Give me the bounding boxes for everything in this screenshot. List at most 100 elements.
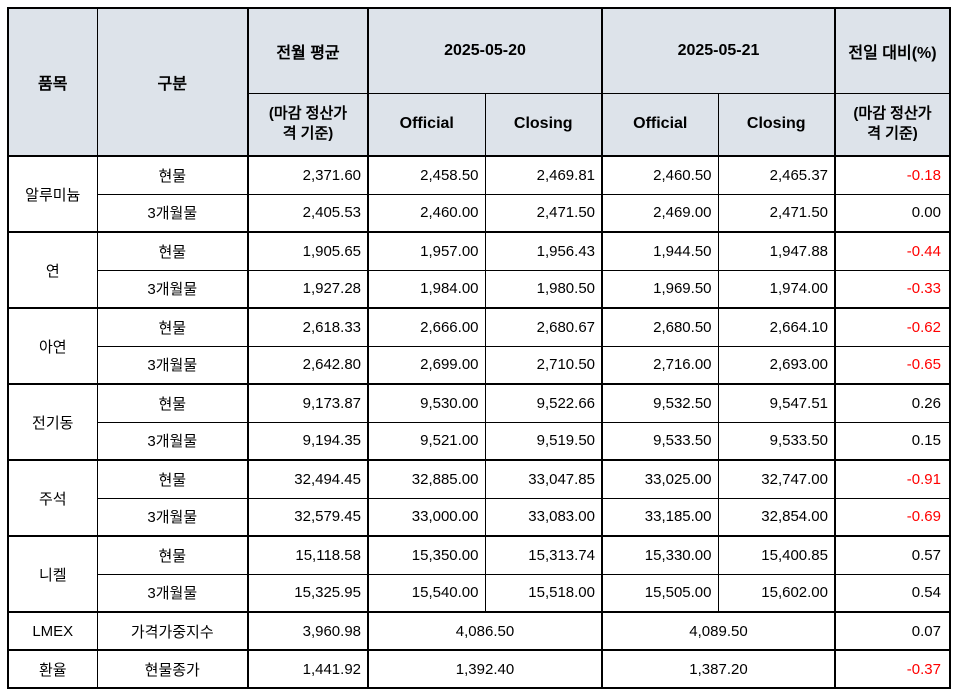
change-cell: -0.69: [834, 497, 951, 537]
change-cell: -0.33: [834, 269, 951, 309]
d2-official-cell: 2,469.00: [601, 193, 719, 233]
col-header-date1-closing: Closing: [484, 92, 603, 157]
d1-official-cell: 2,458.50: [367, 155, 486, 195]
d1-closing-cell: 9,522.66: [484, 383, 603, 423]
d2-official-cell: 9,532.50: [601, 383, 719, 423]
item-cell: 전기동: [7, 383, 98, 461]
d1-official-cell: 2,666.00: [367, 307, 486, 347]
change-cell: 0.54: [834, 573, 951, 613]
prev-avg-cell: 1,441.92: [247, 649, 369, 689]
change-cell: 0.15: [834, 421, 951, 461]
table-header: 품목 구분 전월 평균 2025-05-20 2025-05-21 전일 대비(…: [7, 7, 951, 157]
d2-merged-cell: 1,387.20: [601, 649, 836, 689]
d2-closing-cell: 1,947.88: [717, 231, 836, 271]
table-row: 주석 현물 32,494.45 32,885.00 33,047.85 33,0…: [7, 459, 951, 537]
category-cell: 현물: [96, 231, 249, 271]
d1-official-cell: 15,350.00: [367, 535, 486, 575]
prev-avg-cell: 1,905.65: [247, 231, 369, 271]
col-header-change-note: (마감 정산가 격 기준): [834, 92, 951, 157]
change-cell: 0.00: [834, 193, 951, 233]
table-row: 3개월물 2,405.53 2,460.00 2,471.50 2,469.00…: [8, 193, 951, 233]
d2-official-cell: 2,460.50: [601, 155, 719, 195]
d1-closing-cell: 33,047.85: [484, 459, 603, 499]
d2-closing-cell: 9,533.50: [717, 421, 836, 461]
prev-avg-cell: 2,371.60: [247, 155, 369, 195]
prev-avg-cell: 2,642.80: [247, 345, 369, 385]
d1-official-cell: 9,521.00: [367, 421, 486, 461]
d2-closing-cell: 32,854.00: [717, 497, 836, 537]
change-cell: -0.91: [834, 459, 951, 499]
lme-price-table: 품목 구분 전월 평균 2025-05-20 2025-05-21 전일 대비(…: [7, 7, 951, 689]
d1-official-cell: 9,530.00: [367, 383, 486, 423]
d1-closing-cell: 2,710.50: [484, 345, 603, 385]
prev-avg-cell: 32,494.45: [247, 459, 369, 499]
category-cell: 현물: [96, 307, 249, 347]
item-cell: LMEX: [7, 611, 98, 651]
category-cell: 3개월물: [96, 269, 249, 309]
category-cell: 3개월물: [96, 345, 249, 385]
d1-closing-cell: 2,469.81: [484, 155, 603, 195]
table-row: 니켈 현물 15,118.58 15,350.00 15,313.74 15,3…: [7, 535, 951, 613]
d1-official-cell: 15,540.00: [367, 573, 486, 613]
change-cell: 0.07: [834, 611, 951, 651]
category-cell: 현물: [96, 535, 249, 575]
d2-closing-cell: 2,471.50: [717, 193, 836, 233]
category-cell: 현물종가: [96, 649, 249, 689]
prev-avg-cell: 9,194.35: [247, 421, 369, 461]
d2-merged-cell: 4,089.50: [601, 611, 836, 651]
item-cell: 주석: [7, 459, 98, 537]
d1-closing-cell: 1,956.43: [484, 231, 603, 271]
change-cell: -0.65: [834, 345, 951, 385]
d2-official-cell: 15,330.00: [601, 535, 719, 575]
d1-closing-cell: 15,313.74: [484, 535, 603, 575]
d2-official-cell: 33,025.00: [601, 459, 719, 499]
item-cell: 아연: [7, 307, 98, 385]
table-row: 3개월물 1,927.28 1,984.00 1,980.50 1,969.50…: [8, 269, 951, 309]
d1-official-cell: 33,000.00: [367, 497, 486, 537]
table-row: 3개월물 2,642.80 2,699.00 2,710.50 2,716.00…: [8, 345, 951, 385]
d2-official-cell: 1,944.50: [601, 231, 719, 271]
col-header-date2-closing: Closing: [717, 92, 836, 157]
d1-closing-cell: 33,083.00: [484, 497, 603, 537]
d2-official-cell: 9,533.50: [601, 421, 719, 461]
prev-avg-cell: 2,405.53: [247, 193, 369, 233]
d1-merged-cell: 4,086.50: [367, 611, 603, 651]
prev-avg-cell: 15,118.58: [247, 535, 369, 575]
d2-official-cell: 2,680.50: [601, 307, 719, 347]
d1-official-cell: 32,885.00: [367, 459, 486, 499]
category-cell: 3개월물: [96, 497, 249, 537]
col-header-change: 전일 대비(%): [834, 7, 951, 94]
change-cell: -0.62: [834, 307, 951, 347]
d1-closing-cell: 2,680.67: [484, 307, 603, 347]
change-cell: -0.37: [834, 649, 951, 689]
item-cell: 연: [7, 231, 98, 309]
d2-closing-cell: 2,664.10: [717, 307, 836, 347]
category-cell: 3개월물: [96, 573, 249, 613]
prev-avg-cell: 15,325.95: [247, 573, 369, 613]
col-header-date1: 2025-05-20: [367, 7, 603, 94]
d2-closing-cell: 15,400.85: [717, 535, 836, 575]
prev-avg-cell: 9,173.87: [247, 383, 369, 423]
d2-closing-cell: 2,693.00: [717, 345, 836, 385]
d2-closing-cell: 1,974.00: [717, 269, 836, 309]
d1-closing-cell: 15,518.00: [484, 573, 603, 613]
change-cell: 0.57: [834, 535, 951, 575]
header-row-1: 품목 구분 전월 평균 2025-05-20 2025-05-21 전일 대비(…: [7, 7, 951, 157]
d2-official-cell: 15,505.00: [601, 573, 719, 613]
d2-official-cell: 1,969.50: [601, 269, 719, 309]
prev-avg-cell: 2,618.33: [247, 307, 369, 347]
d1-closing-cell: 9,519.50: [484, 421, 603, 461]
col-header-item: 품목: [7, 7, 98, 157]
col-header-date1-official: Official: [367, 92, 486, 157]
category-cell: 3개월물: [96, 421, 249, 461]
col-header-prev-avg: 전월 평균: [247, 7, 369, 94]
prev-avg-cell: 3,960.98: [247, 611, 369, 651]
category-cell: 3개월물: [96, 193, 249, 233]
d2-closing-cell: 15,602.00: [717, 573, 836, 613]
change-cell: -0.18: [834, 155, 951, 195]
table-row: 전기동 현물 9,173.87 9,530.00 9,522.66 9,532.…: [7, 383, 951, 461]
table-row: 3개월물 15,325.95 15,540.00 15,518.00 15,50…: [8, 573, 951, 613]
d1-closing-cell: 2,471.50: [484, 193, 603, 233]
table-row: 환율 현물종가 1,441.92 1,392.40 1,387.20 -0.37: [7, 649, 951, 689]
